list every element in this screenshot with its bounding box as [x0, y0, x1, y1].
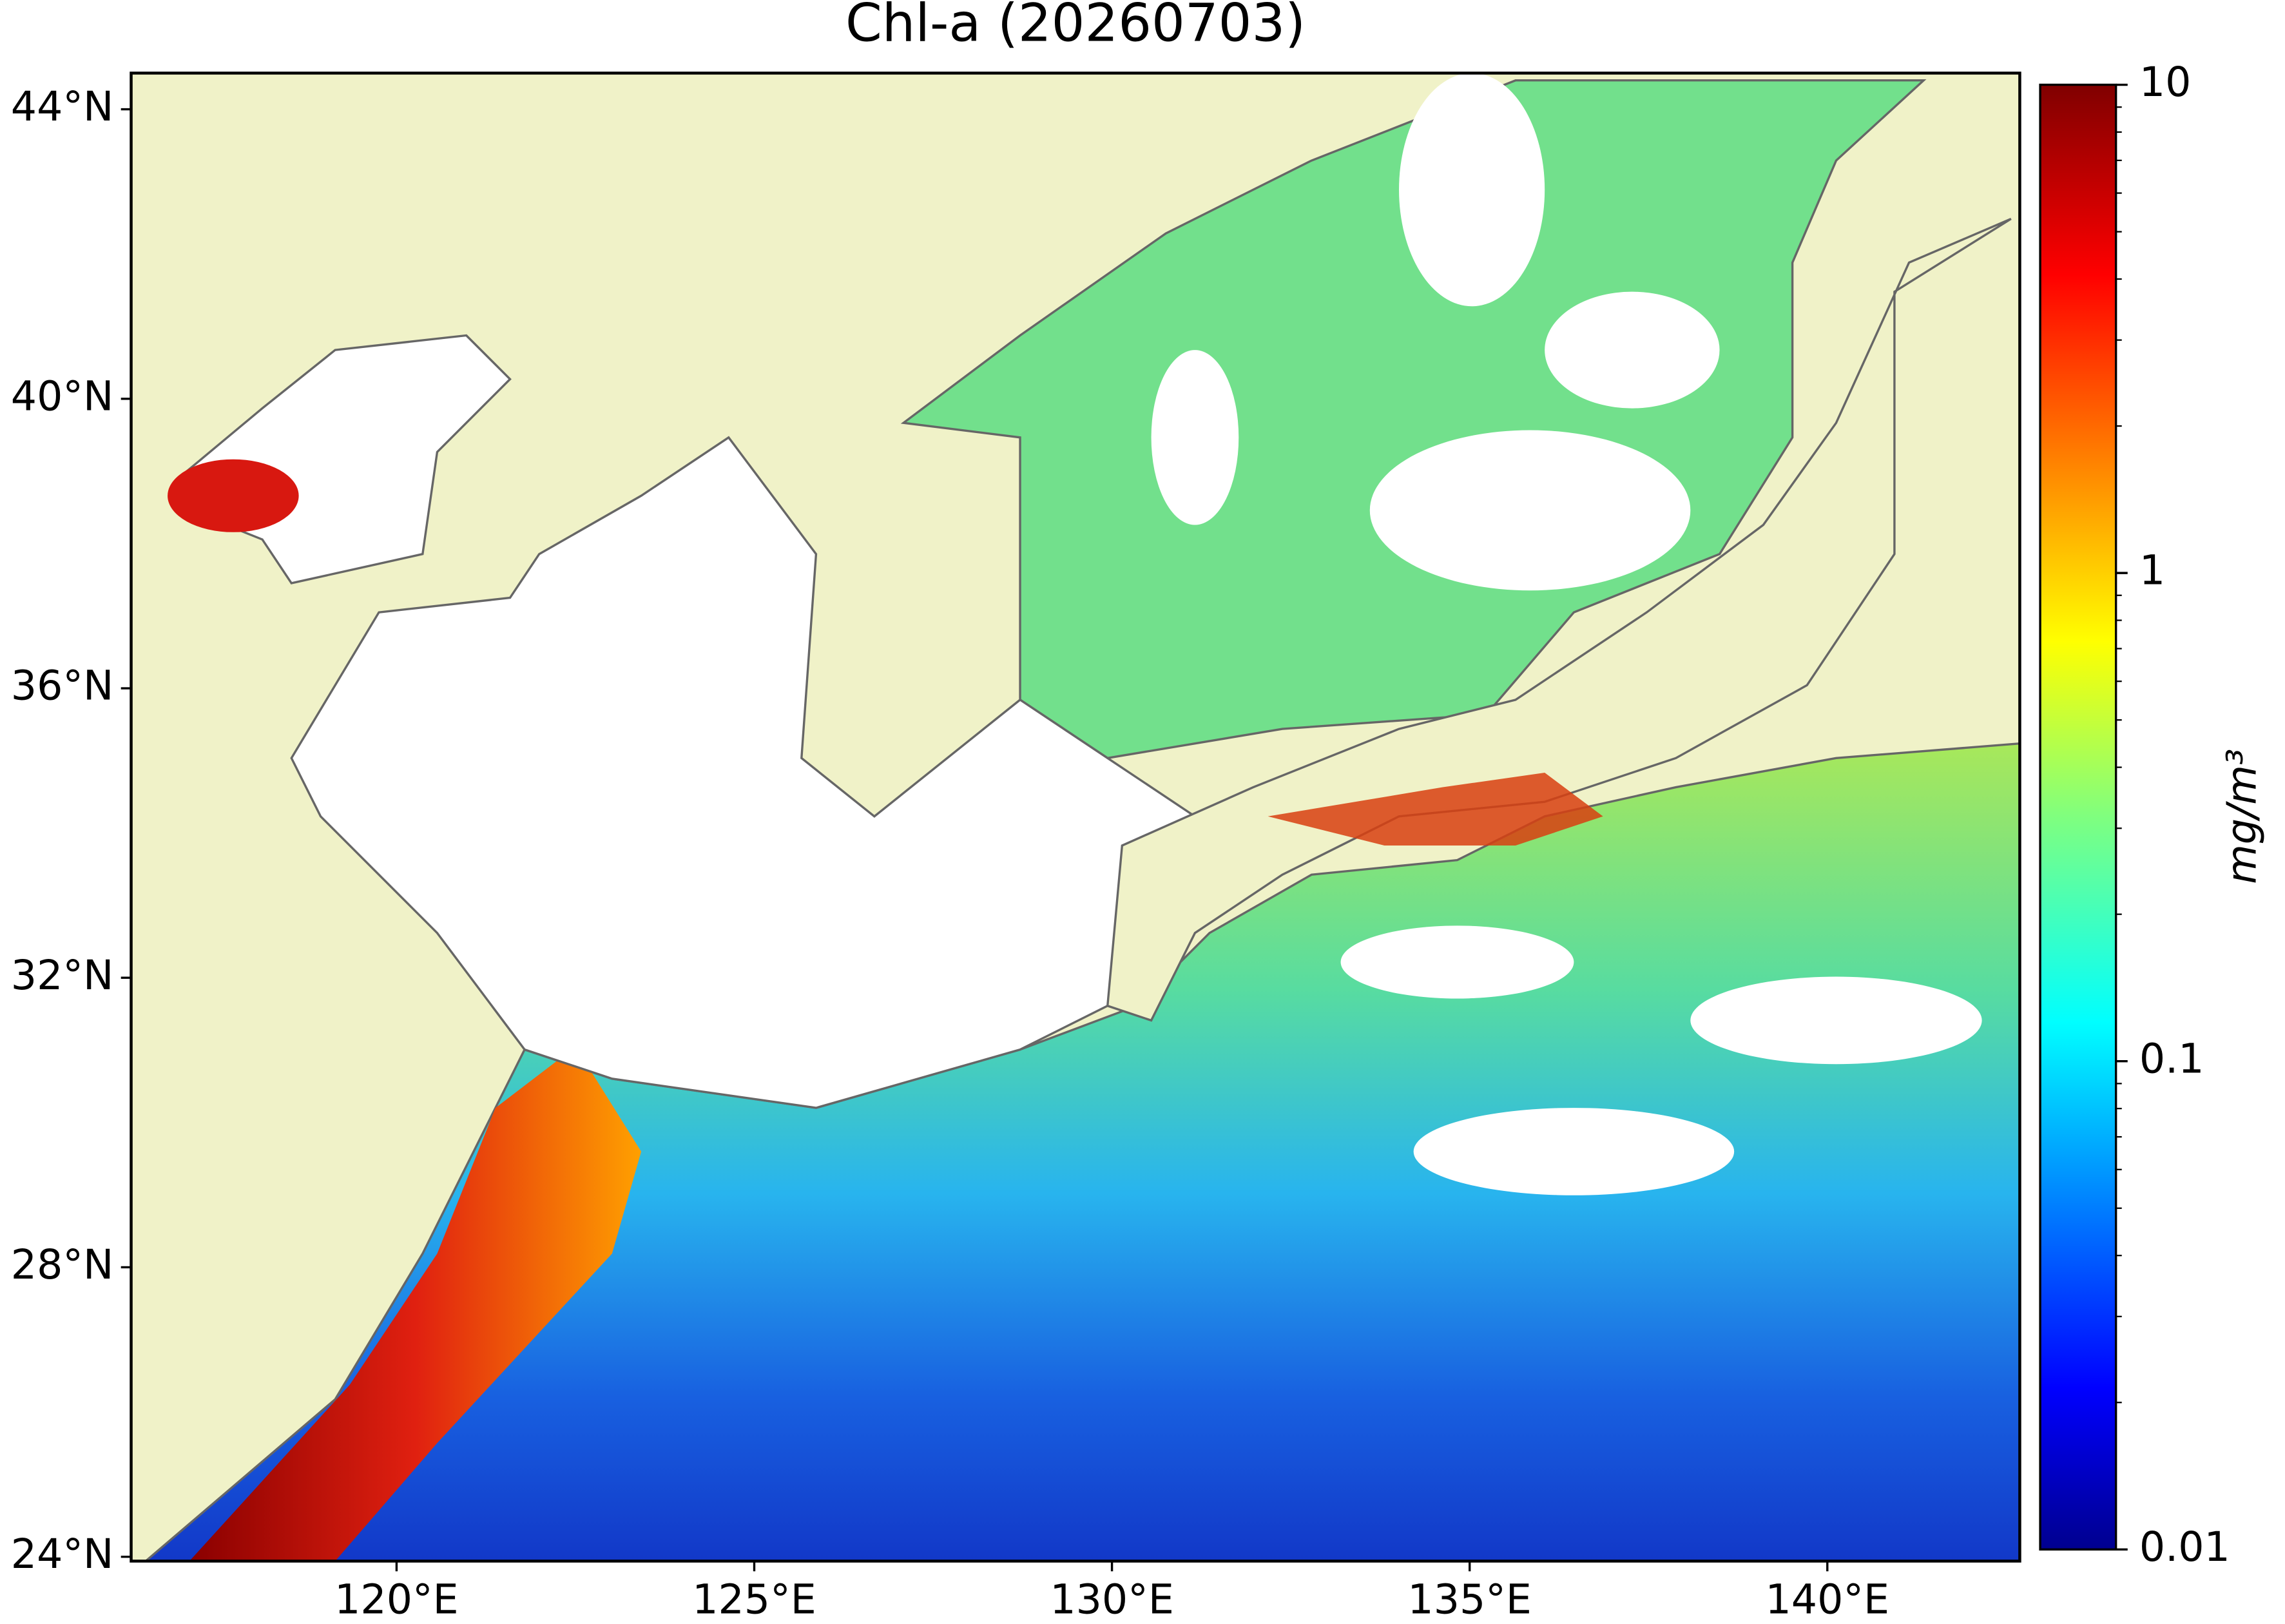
x-tick-label: 130°E: [1050, 1575, 1174, 1623]
x-tick-label: 135°E: [1407, 1575, 1532, 1623]
y-tick-label: 28°N: [11, 1241, 114, 1288]
colorbar-tick-label: 0.01: [2139, 1523, 2230, 1571]
colorbar: [2039, 83, 2117, 1551]
y-tick-label: 32°N: [11, 951, 114, 999]
map-frame: [130, 72, 2021, 1563]
bohai-bloom: [168, 459, 299, 532]
y-tick-label: 40°N: [11, 372, 114, 420]
colorbar-tick-label: 1: [2139, 546, 2165, 594]
map-title: Chl-a (20260703): [845, 0, 1306, 54]
x-tick-label: 140°E: [1766, 1575, 1890, 1623]
map-area: [131, 73, 2020, 1561]
x-tick-label: 120°E: [334, 1575, 459, 1623]
x-tick-label: 125°E: [692, 1575, 816, 1623]
colorbar-tick-label: 10: [2139, 58, 2192, 106]
y-tick-label: 24°N: [11, 1530, 114, 1578]
coastal-bloom: [189, 1047, 642, 1561]
sea-of-japan: [900, 79, 1927, 760]
y-tick-label: 36°N: [11, 662, 114, 710]
yellow-sea: [290, 436, 1197, 1109]
colorbar-tick-label: 0.1: [2139, 1034, 2204, 1082]
colorbar-label: mg/m³: [2217, 749, 2265, 884]
y-tick-label: 44°N: [11, 82, 114, 130]
seto-bloom: [1268, 772, 1603, 846]
clouds: [1151, 73, 1982, 1195]
